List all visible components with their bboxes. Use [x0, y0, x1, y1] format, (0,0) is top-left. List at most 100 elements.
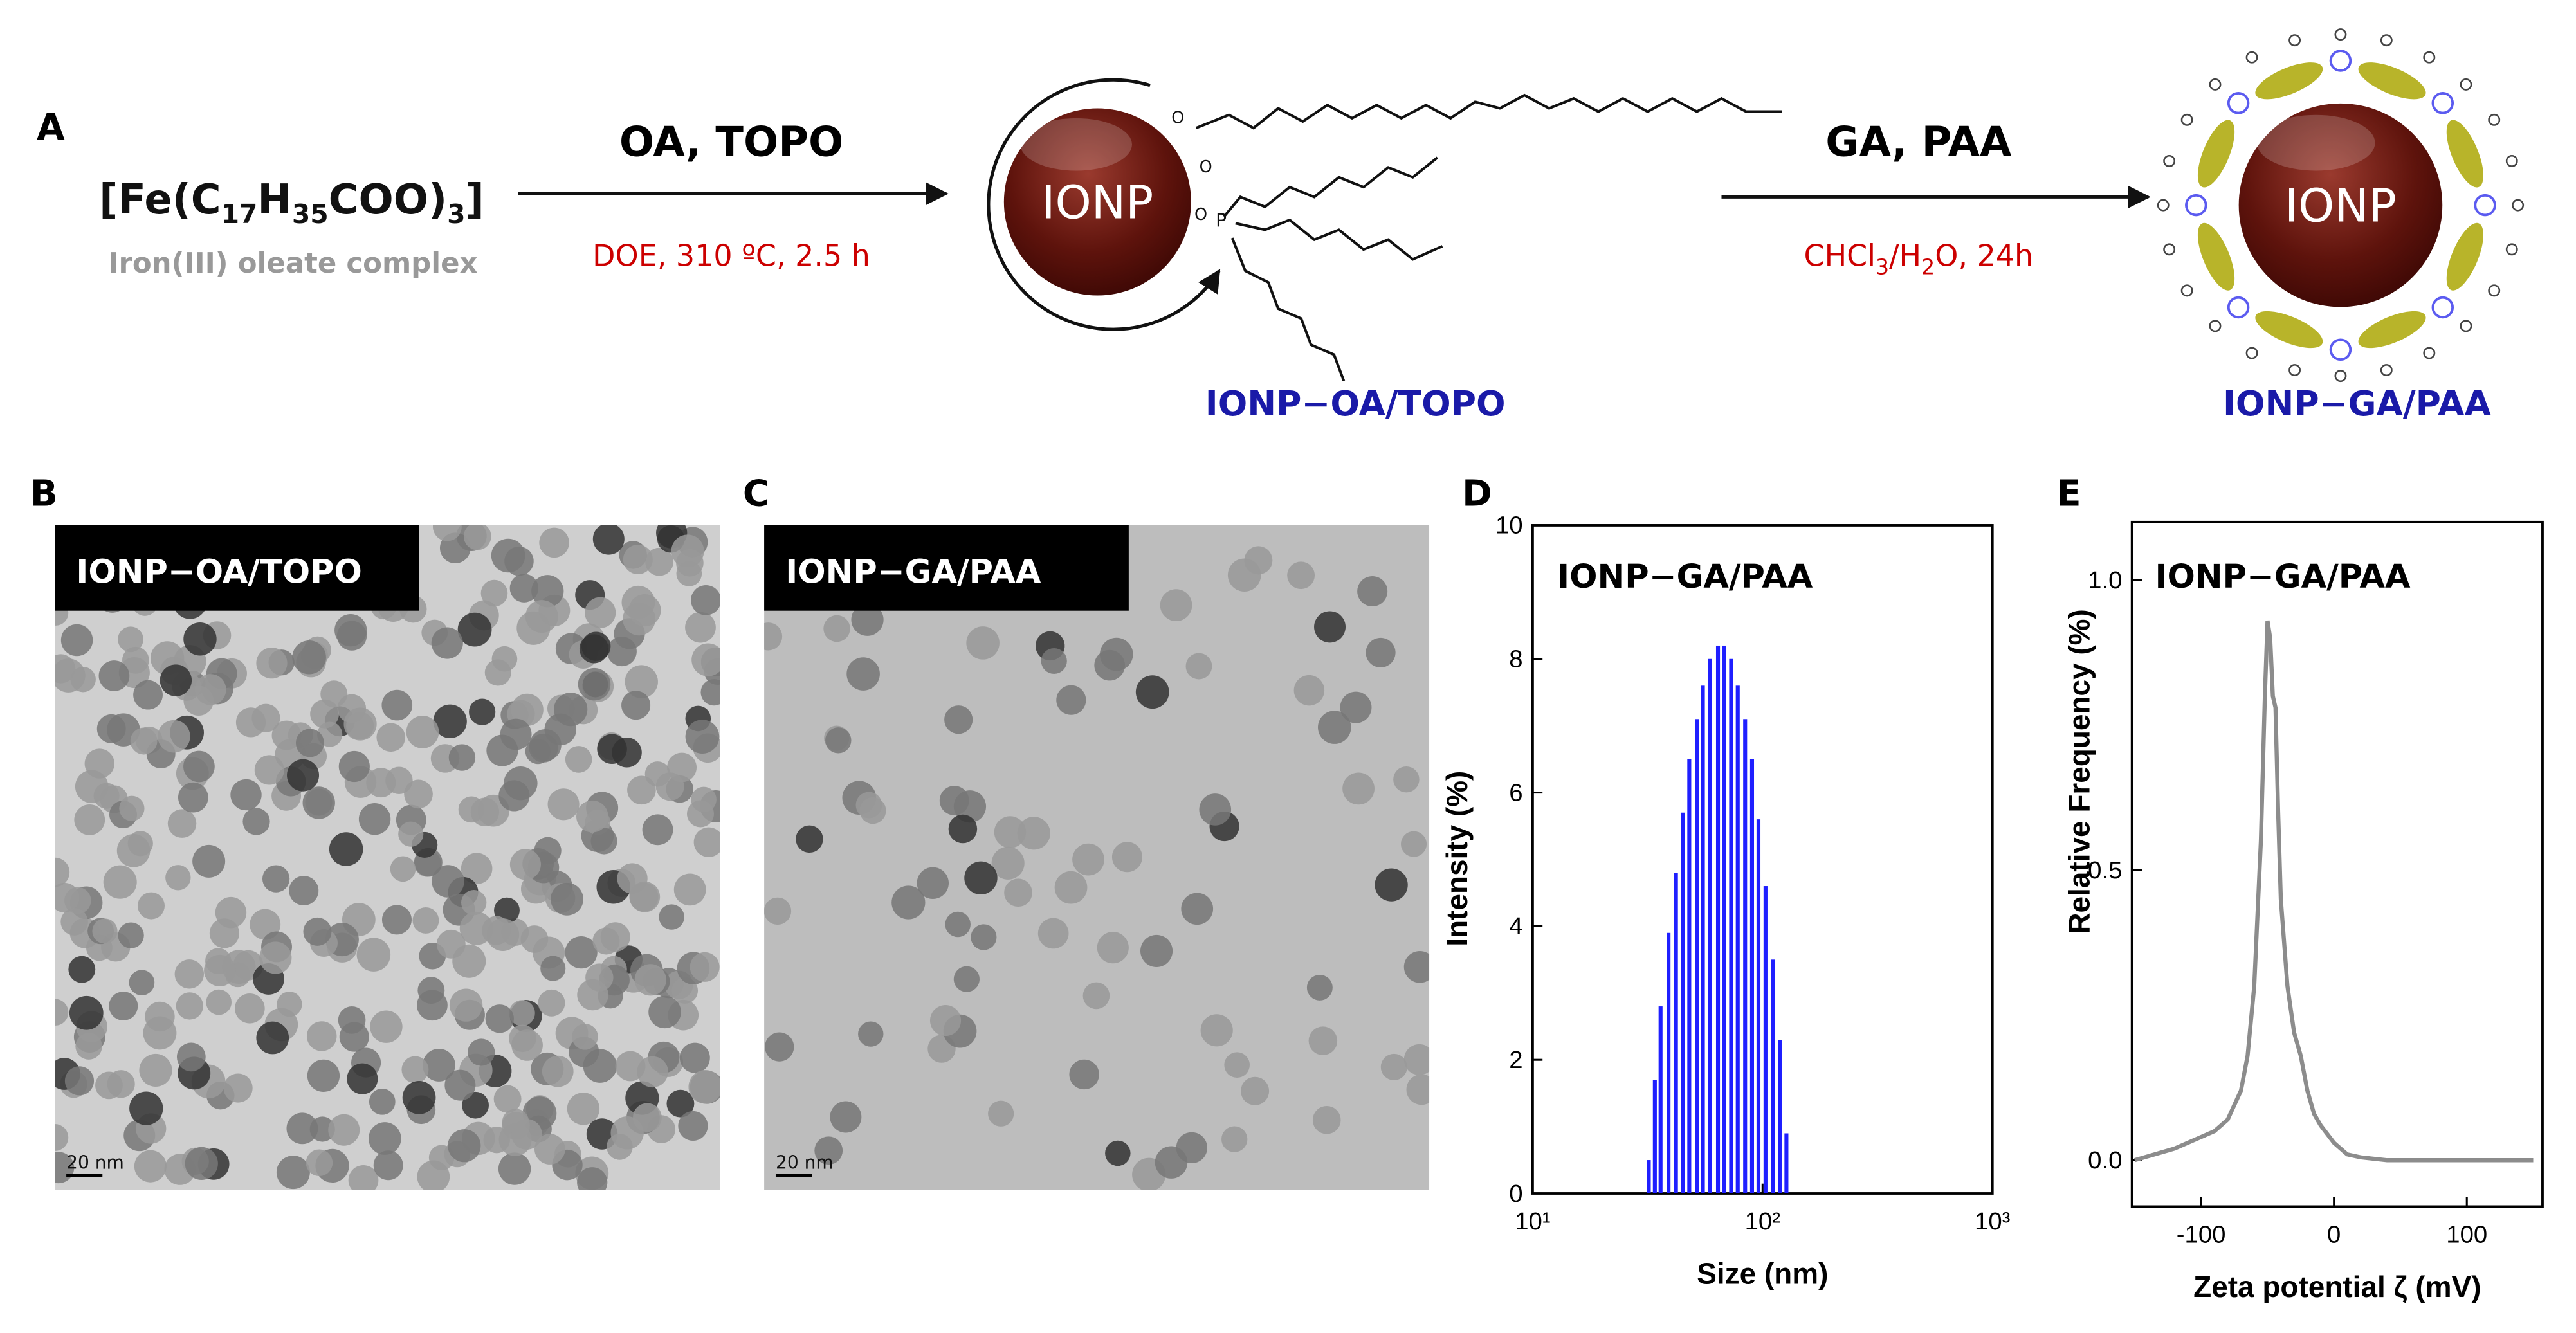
particle [404, 779, 433, 809]
carboxylate [2460, 320, 2472, 332]
ga-molecule [2255, 62, 2323, 100]
particle [129, 970, 155, 995]
scale-bar-label: 20 nm [776, 1152, 834, 1174]
ga-molecule [2446, 120, 2483, 188]
y-tick-label: 1.0 [2088, 567, 2122, 594]
particle [178, 782, 208, 813]
x-axis-label: Size (nm) [1697, 1256, 1828, 1290]
carboxylate [2157, 199, 2170, 212]
y-tick-label: 8 [1509, 646, 1522, 673]
particle [1342, 772, 1375, 805]
paa-chain [2329, 50, 2352, 72]
particle [480, 579, 508, 607]
particle [1293, 675, 1325, 706]
particle [825, 727, 852, 754]
ga-molecule [2197, 222, 2235, 291]
bar [1667, 932, 1671, 1193]
label-box [764, 525, 1129, 611]
particle [1160, 589, 1192, 621]
line [2133, 620, 2534, 1163]
ga-molecule [2358, 62, 2426, 100]
particle [592, 927, 620, 955]
particle [215, 896, 247, 929]
particle [671, 534, 704, 568]
y-tick-label: 0 [1509, 1180, 1522, 1208]
particle [1393, 766, 1420, 793]
particle [417, 977, 445, 1004]
particle [98, 660, 130, 691]
particle [448, 744, 476, 771]
particle [685, 720, 720, 754]
carboxylate [2163, 154, 2176, 167]
particle [448, 1129, 481, 1163]
particle [95, 1071, 123, 1100]
particle [520, 925, 549, 953]
carboxylate [2423, 347, 2436, 359]
step2-conditions: CHCl3/H2O, 24h [1804, 239, 2034, 280]
particle [119, 795, 145, 821]
particle [398, 821, 424, 847]
particle [623, 603, 656, 636]
highlight [2256, 114, 2375, 171]
bar [1771, 959, 1775, 1193]
particle [565, 746, 592, 773]
particle [615, 1051, 646, 1082]
particle [642, 814, 673, 846]
particle [509, 574, 539, 603]
particle [1357, 576, 1388, 606]
particle [493, 1085, 522, 1113]
core-label: IONP [2285, 179, 2397, 233]
particle [369, 1088, 396, 1115]
particle [167, 809, 197, 838]
particle [953, 966, 980, 992]
particle [592, 525, 625, 555]
particle [165, 865, 191, 891]
particle [206, 989, 232, 1015]
particle [578, 667, 611, 701]
particle [271, 720, 302, 750]
plot-frame [2130, 520, 2544, 1208]
particle [328, 1114, 360, 1146]
particle [1097, 932, 1129, 964]
particle [700, 679, 720, 706]
highlight [1020, 118, 1132, 171]
bar [1722, 645, 1726, 1193]
particle [176, 992, 204, 1020]
particle [302, 786, 335, 819]
tem-label: IONP−GA/PAA [785, 553, 1041, 591]
particle [68, 956, 96, 983]
particle [939, 786, 969, 815]
x-tick-label: 10¹ [1515, 1208, 1550, 1235]
carboxylate [2163, 243, 2176, 256]
particle [612, 738, 642, 768]
particle [449, 988, 483, 1022]
particle [511, 1119, 542, 1150]
particle [814, 1136, 843, 1165]
product1-label: IONP−OA/TOPO [1205, 383, 1506, 424]
particle [846, 657, 880, 691]
carboxylate [2334, 370, 2347, 383]
particle [504, 766, 538, 801]
particle [659, 904, 684, 930]
annotation: IONP−GA/PAA [1557, 558, 1813, 596]
particle [645, 547, 673, 576]
particle [1056, 685, 1086, 715]
bar [1652, 1080, 1657, 1193]
particle [1244, 546, 1273, 575]
particle [565, 936, 598, 969]
particle [1037, 918, 1069, 949]
step1-conditions: DOE, 310 ºC, 2.5 h [592, 239, 870, 273]
paa-chain [2431, 296, 2454, 319]
carboxylate [2209, 320, 2222, 332]
particle [96, 714, 126, 743]
particle [176, 1042, 206, 1072]
panel-label: B [30, 473, 58, 514]
particle [129, 1091, 163, 1125]
particle [444, 1069, 476, 1101]
particle [459, 911, 493, 945]
panel-label: D [1462, 473, 1492, 514]
ga-molecule [2358, 311, 2426, 349]
paa-chain [2185, 194, 2207, 217]
particle [678, 1111, 708, 1141]
particle [858, 1021, 884, 1047]
